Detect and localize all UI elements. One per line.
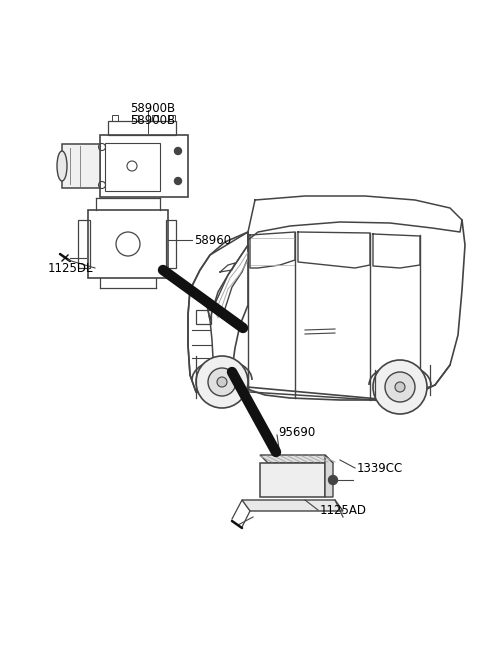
- Text: 1125DL: 1125DL: [48, 262, 94, 274]
- Bar: [248, 232, 462, 242]
- Text: 1339CC: 1339CC: [357, 462, 403, 474]
- Circle shape: [373, 360, 427, 414]
- Bar: [260, 463, 325, 497]
- Polygon shape: [242, 500, 343, 511]
- Bar: [196, 310, 211, 324]
- Ellipse shape: [57, 151, 67, 181]
- Bar: [112, 115, 118, 121]
- Circle shape: [175, 148, 181, 155]
- Text: 58960: 58960: [194, 234, 231, 247]
- Bar: [166, 220, 176, 268]
- Circle shape: [217, 377, 227, 387]
- Bar: [78, 220, 90, 268]
- Circle shape: [175, 178, 181, 184]
- Polygon shape: [260, 455, 333, 463]
- Bar: [88, 210, 168, 278]
- Bar: [169, 115, 175, 121]
- Bar: [105, 143, 160, 191]
- Bar: [108, 121, 176, 135]
- Bar: [152, 115, 158, 121]
- Bar: [132, 115, 138, 121]
- Text: 58900B: 58900B: [130, 115, 175, 127]
- Circle shape: [208, 368, 236, 396]
- Bar: [100, 135, 188, 197]
- Circle shape: [395, 382, 405, 392]
- Polygon shape: [325, 455, 333, 497]
- Text: 1125AD: 1125AD: [320, 504, 367, 516]
- Text: 58900B: 58900B: [130, 102, 175, 115]
- Circle shape: [385, 372, 415, 402]
- Text: 95690: 95690: [278, 426, 315, 438]
- Circle shape: [328, 476, 337, 485]
- Circle shape: [196, 356, 248, 408]
- Bar: [62, 144, 100, 188]
